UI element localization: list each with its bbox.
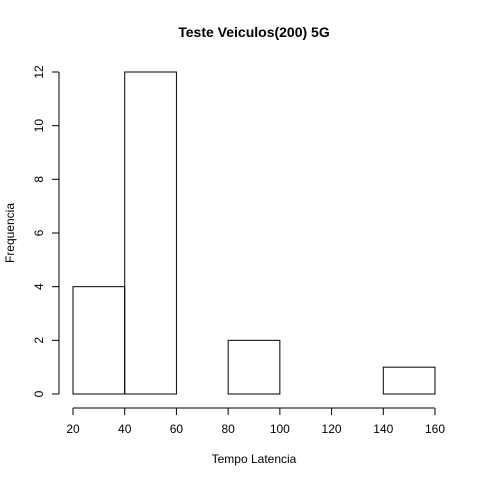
x-tick-label-5: 120 — [322, 422, 342, 436]
x-tick-label-2: 60 — [170, 422, 184, 436]
x-tick-label-4: 100 — [270, 422, 290, 436]
x-axis-label: Tempo Latencia — [212, 452, 297, 466]
x-axis: 20 40 60 80 100 120 140 160 — [66, 407, 445, 436]
chart-title: Teste Veiculos(200) 5G — [178, 24, 330, 40]
histogram-bar-3 — [227, 339, 281, 395]
y-tick-label-3: 6 — [32, 229, 46, 236]
x-tick-label-3: 80 — [221, 422, 235, 436]
y-axis: 0 2 4 6 8 10 12 — [32, 65, 60, 397]
y-tick-label-4: 8 — [32, 176, 46, 183]
x-tick-label-1: 40 — [118, 422, 132, 436]
bars-group — [72, 71, 436, 395]
y-tick-label-0: 0 — [32, 390, 46, 397]
y-axis-label: Frequencia — [3, 203, 17, 263]
x-tick-label-7: 160 — [425, 422, 445, 436]
y-tick-label-5: 10 — [32, 119, 46, 133]
y-tick-label-2: 4 — [32, 283, 46, 290]
x-tick-label-0: 20 — [66, 422, 80, 436]
histogram-bar-0 — [72, 286, 126, 395]
y-tick-label-6: 12 — [32, 65, 46, 79]
y-tick-label-1: 2 — [32, 337, 46, 344]
histogram-bar-1 — [124, 71, 177, 395]
histogram-bar-6 — [382, 366, 436, 395]
x-tick-label-6: 140 — [373, 422, 393, 436]
